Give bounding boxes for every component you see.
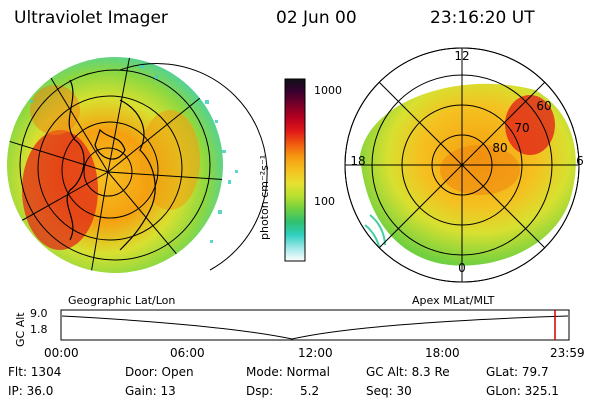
colorbar-tick-100: 100 — [314, 195, 335, 208]
status-glon: GLon: 325.1 — [486, 384, 559, 398]
altitude-xtick-1: 06:00 — [170, 346, 205, 360]
left-map-caption: Geographic Lat/Lon — [68, 294, 176, 307]
colorbar-label: photon cm⁻²s⁻¹ — [258, 154, 271, 240]
geographic-map — [7, 57, 268, 273]
status-ip: IP: 36.0 — [8, 384, 54, 398]
lat-label-80: 80 — [492, 141, 507, 155]
status-dsp-value: 5.2 — [300, 384, 320, 398]
time-label: 23:16:20 UT — [430, 8, 535, 28]
altitude-plot — [60, 309, 570, 341]
altitude-xtick-2: 12:00 — [298, 346, 333, 360]
status-gcalt: GC Alt: 8.3 Re — [366, 365, 450, 379]
lat-label-70: 70 — [514, 121, 529, 135]
altitude-ytick-top: 9.0 — [30, 307, 48, 320]
polar-map: 12 18 6 0 60 70 80 — [344, 47, 584, 283]
altitude-xtick-0: 00:00 — [44, 346, 79, 360]
lat-label-60: 60 — [536, 99, 551, 113]
colorbar-tick-1000: 1000 — [314, 84, 342, 97]
mlt-label-6: 6 — [576, 154, 584, 168]
status-mode: Mode: Normal — [246, 365, 330, 379]
status-flt: Flt: 1304 — [8, 365, 62, 379]
mlt-label-0: 0 — [458, 261, 466, 275]
status-door: Door: Open — [125, 365, 194, 379]
status-seq: Seq: 30 — [366, 384, 412, 398]
date-label: 02 Jun 00 — [276, 8, 357, 28]
status-dsp-label: Dsp: — [246, 384, 274, 398]
mlt-label-12: 12 — [454, 49, 469, 63]
altitude-ylabel: GC Alt — [14, 312, 27, 347]
instrument-title: Ultraviolet Imager — [14, 8, 168, 28]
right-map-caption: Apex MLat/MLT — [412, 294, 495, 307]
status-gain: Gain: 13 — [125, 384, 176, 398]
mlt-label-18: 18 — [350, 154, 365, 168]
altitude-ytick-bottom: 1.8 — [30, 323, 48, 336]
status-glat: GLat: 79.7 — [486, 365, 549, 379]
altitude-xtick-3: 18:00 — [425, 346, 460, 360]
altitude-xtick-4: 23:59 — [550, 346, 585, 360]
colorbar — [284, 78, 306, 262]
